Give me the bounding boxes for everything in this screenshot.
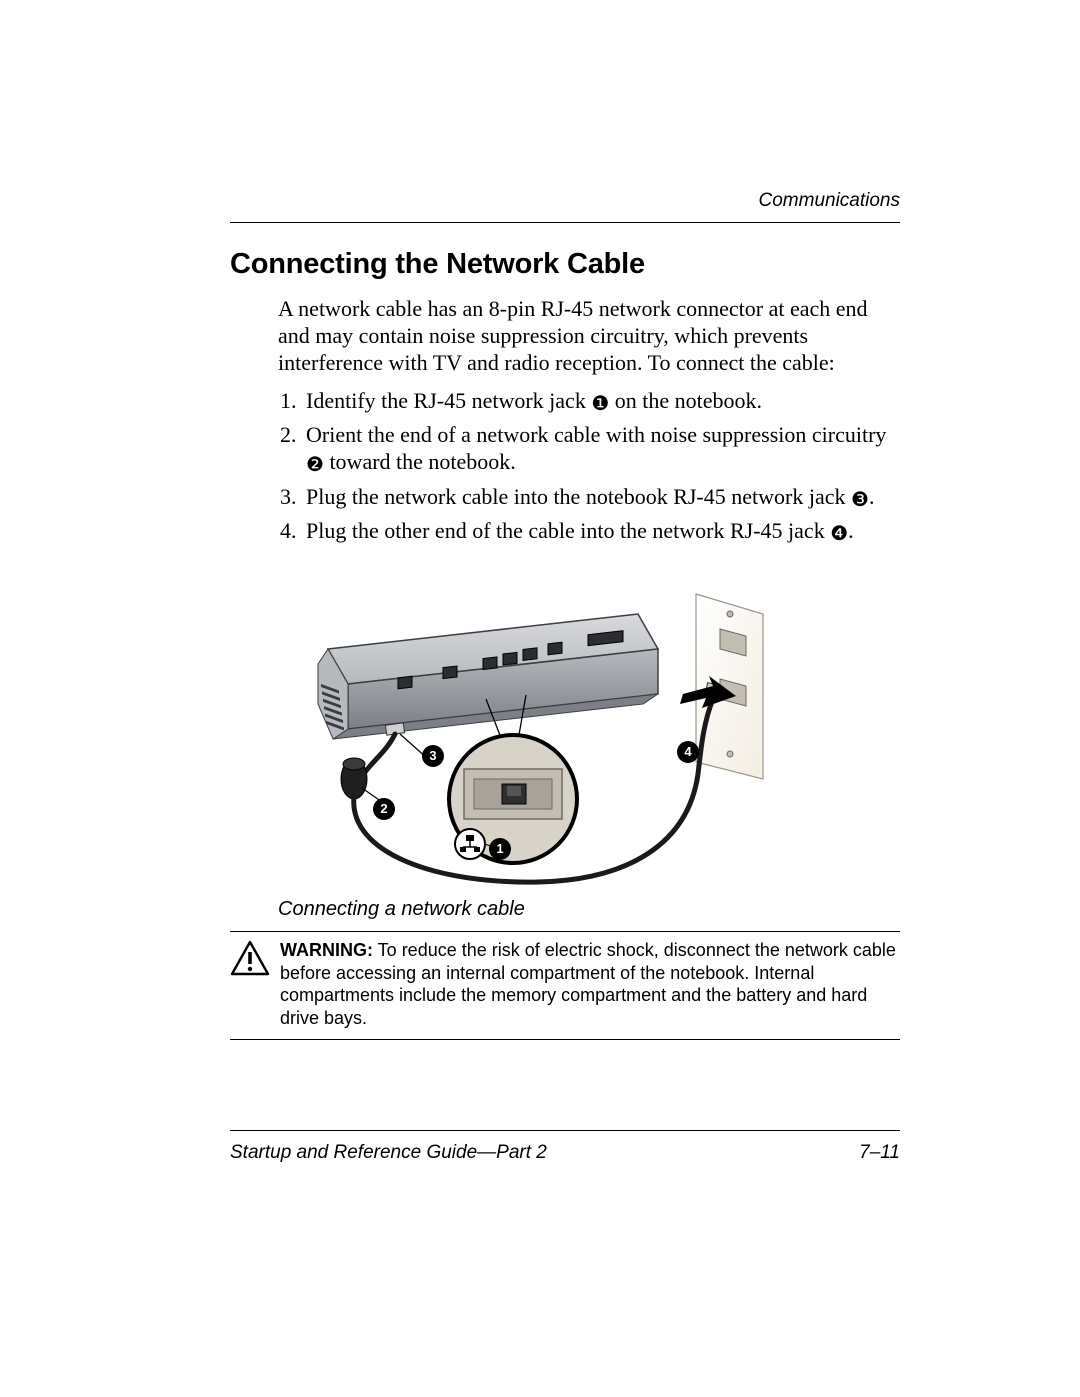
svg-text:4: 4 [684, 744, 692, 759]
warning-box: WARNING: To reduce the risk of electric … [230, 931, 900, 1040]
step-item: Plug the other end of the cable into the… [302, 518, 900, 546]
step-text-post: . [869, 484, 875, 509]
svg-text:2: 2 [380, 801, 387, 816]
step-text-pre: Identify the RJ-45 network jack [306, 388, 591, 413]
figure-network-cable: 1 2 3 4 [288, 584, 788, 894]
footer-right: 7–11 [859, 1142, 900, 1164]
svg-text:3: 3 [429, 748, 436, 763]
step-callout: ❷ [306, 453, 324, 477]
step-item: Orient the end of a network cable with n… [302, 422, 900, 477]
footer-left: Startup and Reference Guide—Part 2 [230, 1142, 547, 1164]
steps-list: Identify the RJ-45 network jack ❶ on the… [278, 388, 900, 552]
figure-caption: Connecting a network cable [278, 898, 525, 921]
step-callout: ❸ [851, 488, 869, 512]
step-text-pre: Plug the other end of the cable into the… [306, 518, 830, 543]
footer-rule [230, 1130, 900, 1131]
step-text-pre: Orient the end of a network cable with n… [306, 422, 886, 447]
warning-icon [230, 940, 270, 976]
step-callout: ❹ [830, 522, 848, 546]
step-text-pre: Plug the network cable into the notebook… [306, 484, 851, 509]
step-text-post: toward the notebook. [324, 449, 516, 474]
figure-illustration: 1 2 3 4 [288, 584, 788, 894]
step-callout: ❶ [591, 392, 609, 416]
section-title: Connecting the Network Cable [230, 248, 645, 281]
step-item: Plug the network cable into the notebook… [302, 484, 900, 512]
running-header: Communications [759, 190, 901, 212]
warning-text: To reduce the risk of electric shock, di… [280, 940, 896, 1028]
step-text-post: . [848, 518, 854, 543]
warning-label: WARNING: [280, 940, 373, 960]
header-rule [230, 222, 900, 223]
step-item: Identify the RJ-45 network jack ❶ on the… [302, 388, 900, 416]
svg-text:1: 1 [496, 841, 503, 856]
step-text-post: on the notebook. [609, 388, 762, 413]
section-intro: A network cable has an 8-pin RJ-45 netwo… [278, 296, 900, 376]
document-page: Communications Connecting the Network Ca… [0, 0, 1080, 1397]
